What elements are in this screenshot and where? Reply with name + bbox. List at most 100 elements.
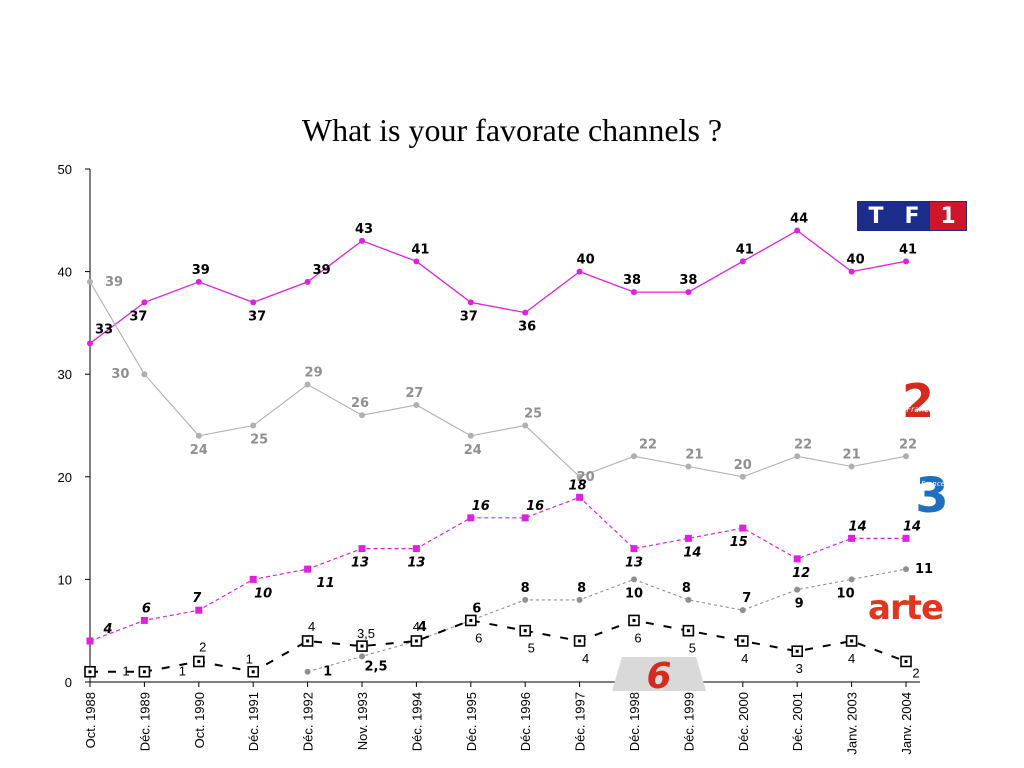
data-point-arte xyxy=(573,635,586,647)
data-label-france2: 39 xyxy=(105,275,123,290)
data-label-france2: 20 xyxy=(577,470,595,485)
data-label-france2: 25 xyxy=(250,433,268,448)
series-line-arte xyxy=(90,619,907,673)
data-point-france3 xyxy=(304,565,312,573)
data-point-tf1 xyxy=(685,289,692,296)
data-label-france3: 12 xyxy=(792,566,810,581)
data-point-tf1 xyxy=(195,278,202,285)
data-point-arte xyxy=(682,624,695,637)
data-point-tf1 xyxy=(739,258,746,265)
data-point-m6 xyxy=(794,586,801,593)
data-label-tf1: 41 xyxy=(736,242,754,257)
data-label-france3: 6 xyxy=(142,601,151,616)
data-label-m6: 8 xyxy=(577,581,586,596)
data-label-arte: 2 xyxy=(199,639,206,654)
x-tick-label: Nov. 1993 xyxy=(355,692,370,750)
data-label-tf1: 43 xyxy=(355,222,373,237)
data-point-france3 xyxy=(249,575,257,583)
data-label-arte: 6 xyxy=(634,630,641,645)
data-point-france3 xyxy=(467,514,475,522)
m6-logo: 6 xyxy=(612,657,706,691)
data-label-arte: 4 xyxy=(741,651,748,666)
data-label-france3: 16 xyxy=(526,499,544,514)
data-label-m6: 9 xyxy=(795,597,804,612)
series-layer xyxy=(84,227,912,678)
series-line-tf1 xyxy=(89,229,907,344)
data-label-tf1: 39 xyxy=(313,263,331,278)
data-point-arte xyxy=(464,614,477,627)
data-point-france3 xyxy=(521,514,529,522)
data-label-tf1: 38 xyxy=(623,273,641,288)
data-point-m6 xyxy=(903,566,909,573)
data-label-france3: 18 xyxy=(569,478,587,493)
axes: 0 10 20 30 40 50 Oct. 1988 Déc. 1989 Oct. 1990 Dé… xyxy=(58,162,920,755)
data-label-france2: 24 xyxy=(190,443,208,458)
data-label-france3: 13 xyxy=(625,556,643,571)
data-label-m6: 7 xyxy=(742,591,751,606)
data-point-arte xyxy=(845,635,858,647)
data-label-m6: 2,5 xyxy=(364,659,387,674)
data-point-france2 xyxy=(413,401,420,408)
data-label-france2: 22 xyxy=(899,437,917,452)
x-tick-label: Déc. 1996 xyxy=(518,692,533,751)
y-tick-label: 30 xyxy=(58,367,72,382)
data-point-m6 xyxy=(359,653,365,660)
data-point-arte xyxy=(301,635,314,647)
data-label-france3: 14 xyxy=(683,545,701,560)
data-point-france3 xyxy=(412,545,420,553)
data-point-m6 xyxy=(685,596,692,603)
data-point-france2 xyxy=(359,412,365,419)
data-point-arte xyxy=(628,614,640,627)
data-label-arte: 6 xyxy=(475,630,482,645)
data-point-france3 xyxy=(576,493,584,501)
data-point-tf1 xyxy=(141,299,148,306)
data-point-m6 xyxy=(576,596,583,603)
x-tick-label: Déc. 1989 xyxy=(137,692,152,751)
data-point-france3 xyxy=(902,534,910,542)
data-point-m6 xyxy=(739,607,746,614)
y-tick-label: 20 xyxy=(58,470,72,485)
data-label-france2: 25 xyxy=(524,407,542,422)
data-label-tf1: 37 xyxy=(460,309,478,324)
data-point-tf1 xyxy=(631,289,637,296)
data-point-m6 xyxy=(631,576,637,583)
data-point-france3 xyxy=(793,555,801,563)
data-point-france3 xyxy=(140,616,148,624)
tf1-logo: T F 1 xyxy=(857,201,967,231)
data-label-france2: 21 xyxy=(685,448,703,463)
data-label-arte: 4 xyxy=(848,651,855,666)
data-point-arte xyxy=(791,645,804,658)
data-point-france2 xyxy=(304,381,311,388)
chart-title: What is your favorate channels ? xyxy=(301,112,723,148)
data-point-tf1 xyxy=(848,268,855,275)
x-tick-label: Janv. 2004 xyxy=(899,692,914,755)
data-point-france2 xyxy=(685,463,692,470)
data-label-arte: 1 xyxy=(179,664,186,679)
data-label-m6: 1 xyxy=(323,665,332,680)
data-point-tf1 xyxy=(467,299,474,306)
data-label-tf1: 40 xyxy=(577,253,595,268)
data-point-tf1 xyxy=(794,227,801,234)
data-label-france2: 26 xyxy=(351,396,369,411)
data-point-france2 xyxy=(195,432,202,439)
x-tick-label: Déc. 1991 xyxy=(246,692,261,751)
data-point-france2 xyxy=(522,422,529,429)
arte-logo: arte xyxy=(868,588,944,628)
x-tick-label: Janv. 2003 xyxy=(845,692,860,755)
x-tick-label: Déc. 1992 xyxy=(301,692,316,751)
y-tick-label: 50 xyxy=(58,162,72,177)
data-point-france2 xyxy=(794,453,801,460)
data-label-france3: 14 xyxy=(849,519,867,534)
data-label-arte: 2 xyxy=(912,665,919,680)
data-point-france2 xyxy=(141,371,148,378)
data-label-tf1: 39 xyxy=(192,263,210,278)
data-point-france2 xyxy=(576,473,583,480)
y-tick-label: 0 xyxy=(65,675,72,690)
y-tick-label: 40 xyxy=(58,265,72,280)
data-label-france3: 4 xyxy=(102,622,112,637)
data-label-arte: 4 xyxy=(582,651,589,666)
data-label-france3: 15 xyxy=(730,535,748,550)
tf1-logo-letter: F xyxy=(894,202,930,230)
data-label-tf1: 36 xyxy=(518,320,536,335)
